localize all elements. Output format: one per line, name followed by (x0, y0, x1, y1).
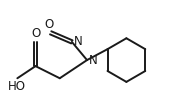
Text: O: O (44, 18, 54, 31)
Text: HO: HO (8, 80, 26, 93)
Text: N: N (89, 54, 98, 67)
Text: O: O (31, 27, 40, 40)
Text: N: N (74, 35, 83, 48)
